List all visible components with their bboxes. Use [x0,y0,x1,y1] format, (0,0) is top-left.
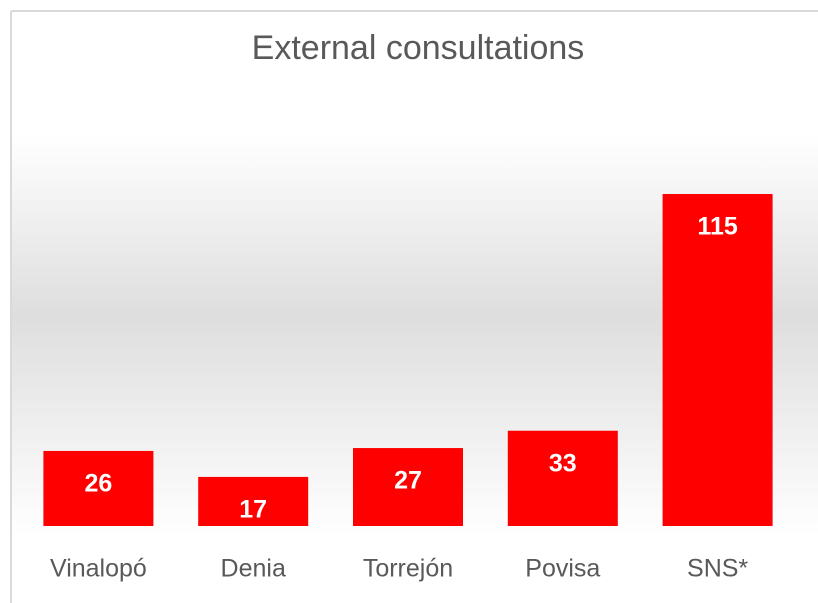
bar [507,430,618,526]
x-tick-label: Torrejón [363,555,453,583]
data-label: 33 [549,449,577,477]
x-tick-label: Denia [221,555,286,583]
x-tick-label: SNS* [687,555,748,583]
data-label: 115 [697,213,737,241]
data-label: 17 [239,496,267,524]
x-tick-label: Vinalopó [50,555,147,583]
data-label: 26 [84,470,112,498]
data-label: 27 [394,467,422,495]
x-tick-label: Povisa [525,555,600,583]
chart-title: External consultations [252,29,585,67]
bar [43,450,154,526]
bar [353,448,463,526]
bar [662,194,773,526]
bar [198,476,309,526]
